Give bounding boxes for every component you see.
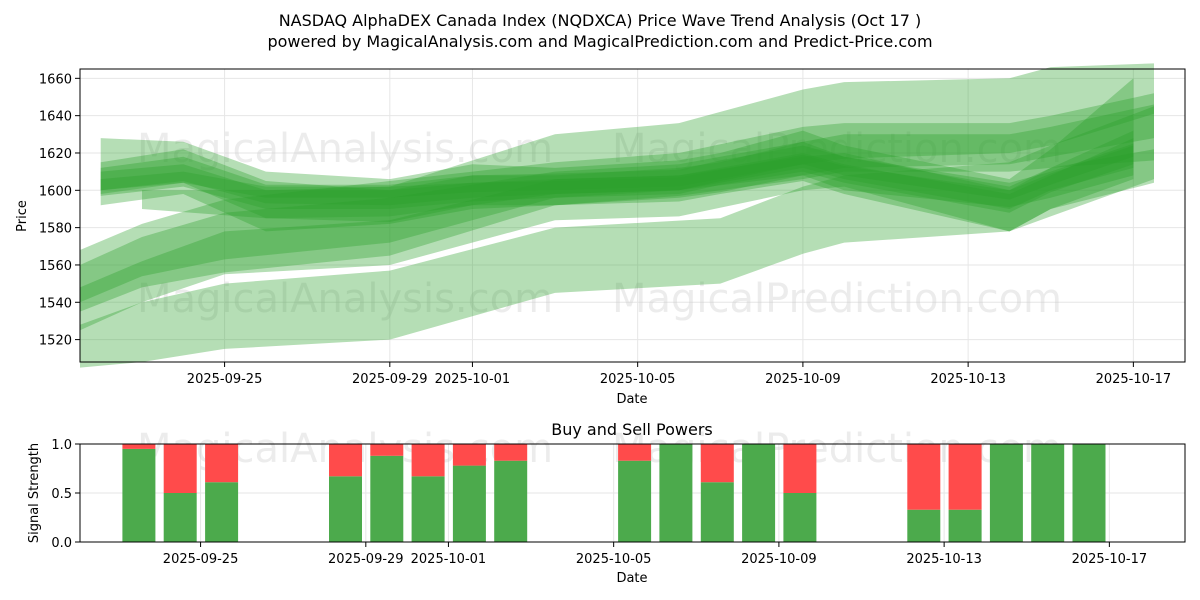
buy-power-bar [411,476,445,542]
price-y-tick-label: 1580 [39,222,72,237]
signal-x-tick-label: 2025-10-09 [741,552,817,567]
sell-power-bar [618,444,652,461]
price-wave-band [80,93,1154,312]
price-y-tick-label: 1540 [39,296,72,311]
buy-power-bar [494,460,528,542]
sell-power-bar [163,444,197,493]
sell-power-bar [452,444,486,466]
price-wave-band [100,141,1134,222]
sell-power-bar [370,444,404,456]
price-x-tick-label: 2025-10-13 [930,372,1006,387]
buy-power-bar [163,493,197,542]
signal-x-tick-label: 2025-09-29 [328,552,404,567]
sell-power-bar [783,444,817,493]
signal-y-axis-label: Signal Strength [27,443,42,543]
price-y-tick-label: 1660 [39,72,72,87]
signal-x-tick-label: 2025-10-01 [411,552,487,567]
watermark-text: MagicalAnalysis.com [137,276,553,322]
sell-power-bar [205,444,239,483]
chart-title-line2: powered by MagicalAnalysis.com and Magic… [267,32,932,51]
buy-power-bar [989,444,1023,542]
buy-power-bar [948,509,982,542]
price-x-tick-label: 2025-09-29 [352,372,428,387]
sell-power-bar [907,444,941,510]
signal-x-tick-label: 2025-09-25 [163,552,239,567]
signal-x-tick-label: 2025-10-17 [1072,552,1148,567]
price-wave-band [100,130,1134,213]
watermark-text: MagicalPrediction.com [612,276,1062,322]
signal-x-axis-label: Date [616,571,647,586]
buy-power-bar [1072,444,1106,542]
price-wave-band [80,106,1154,368]
price-x-tick-label: 2025-10-09 [765,372,841,387]
sell-power-bar [411,444,445,477]
buy-power-bar [205,482,239,542]
buy-power-bar [783,493,817,542]
watermark-text: MagicalPrediction.com [612,126,1062,172]
signal-panel: Buy and Sell Powers MagicalAnalysis.com … [27,420,1186,586]
signal-panel-title: Buy and Sell Powers [551,420,713,439]
buy-power-bar [907,509,941,542]
price-y-ticks: 1520 1540 1560 1580 1600 1620 1640 1660 [39,72,80,349]
price-plot-background [80,69,1185,362]
buy-power-bar [742,444,776,542]
signal-y-tick-label: 1.0 [51,438,72,453]
buy-power-bar [329,476,362,542]
sell-power-bar [700,444,734,483]
price-x-tick-label: 2025-10-05 [600,372,676,387]
signal-y-ticks: 0.0 0.5 1.0 [51,438,80,551]
price-bands [80,63,1154,368]
price-plot-frame [79,68,1186,363]
sell-power-bar [122,444,156,449]
price-panel: MagicalAnalysis.com MagicalPrediction.co… [15,63,1186,407]
sell-power-bar [948,444,982,510]
price-x-axis-label: Date [616,392,647,407]
price-y-tick-label: 1600 [39,184,72,199]
price-grid [80,69,1185,362]
buy-power-bar [452,465,486,542]
price-watermarks: MagicalAnalysis.com MagicalPrediction.co… [137,126,1062,322]
price-y-tick-label: 1520 [39,334,72,349]
price-wave-band [142,63,1154,219]
buy-power-bar [659,444,693,542]
sell-power-bar [494,444,528,461]
price-wave-band [100,138,1134,209]
buy-power-bar [370,455,404,542]
buy-power-bar [122,448,156,542]
chart-title-line1: NASDAQ AlphaDEX Canada Index (NQDXCA) Pr… [279,11,922,30]
sell-power-bar [329,444,362,477]
signal-bars [122,444,1106,542]
price-x-tick-label: 2025-09-25 [187,372,263,387]
signal-y-tick-label: 0.0 [51,536,72,551]
signal-x-ticks: 2025-09-25 2025-09-29 2025-10-01 2025-10-05… [163,542,1147,567]
price-y-tick-label: 1640 [39,110,72,125]
buy-power-bar [700,482,734,542]
price-wave-band [80,149,1154,331]
buy-power-bar [1031,444,1065,542]
price-x-tick-label: 2025-10-17 [1096,372,1172,387]
price-y-axis-label: Price [15,200,30,232]
signal-x-tick-label: 2025-10-13 [906,552,982,567]
watermark-text: MagicalAnalysis.com [137,126,553,172]
price-wave-band [100,78,1134,232]
signal-x-tick-label: 2025-10-05 [576,552,652,567]
price-y-tick-label: 1620 [39,147,72,162]
signal-y-tick-label: 0.5 [51,487,72,502]
price-wave-band [80,104,1154,303]
price-y-tick-label: 1560 [39,259,72,274]
price-x-tick-label: 2025-10-01 [435,372,511,387]
price-x-ticks: 2025-09-25 2025-09-29 2025-10-01 2025-10-05… [187,362,1171,387]
buy-power-bar [618,460,652,542]
